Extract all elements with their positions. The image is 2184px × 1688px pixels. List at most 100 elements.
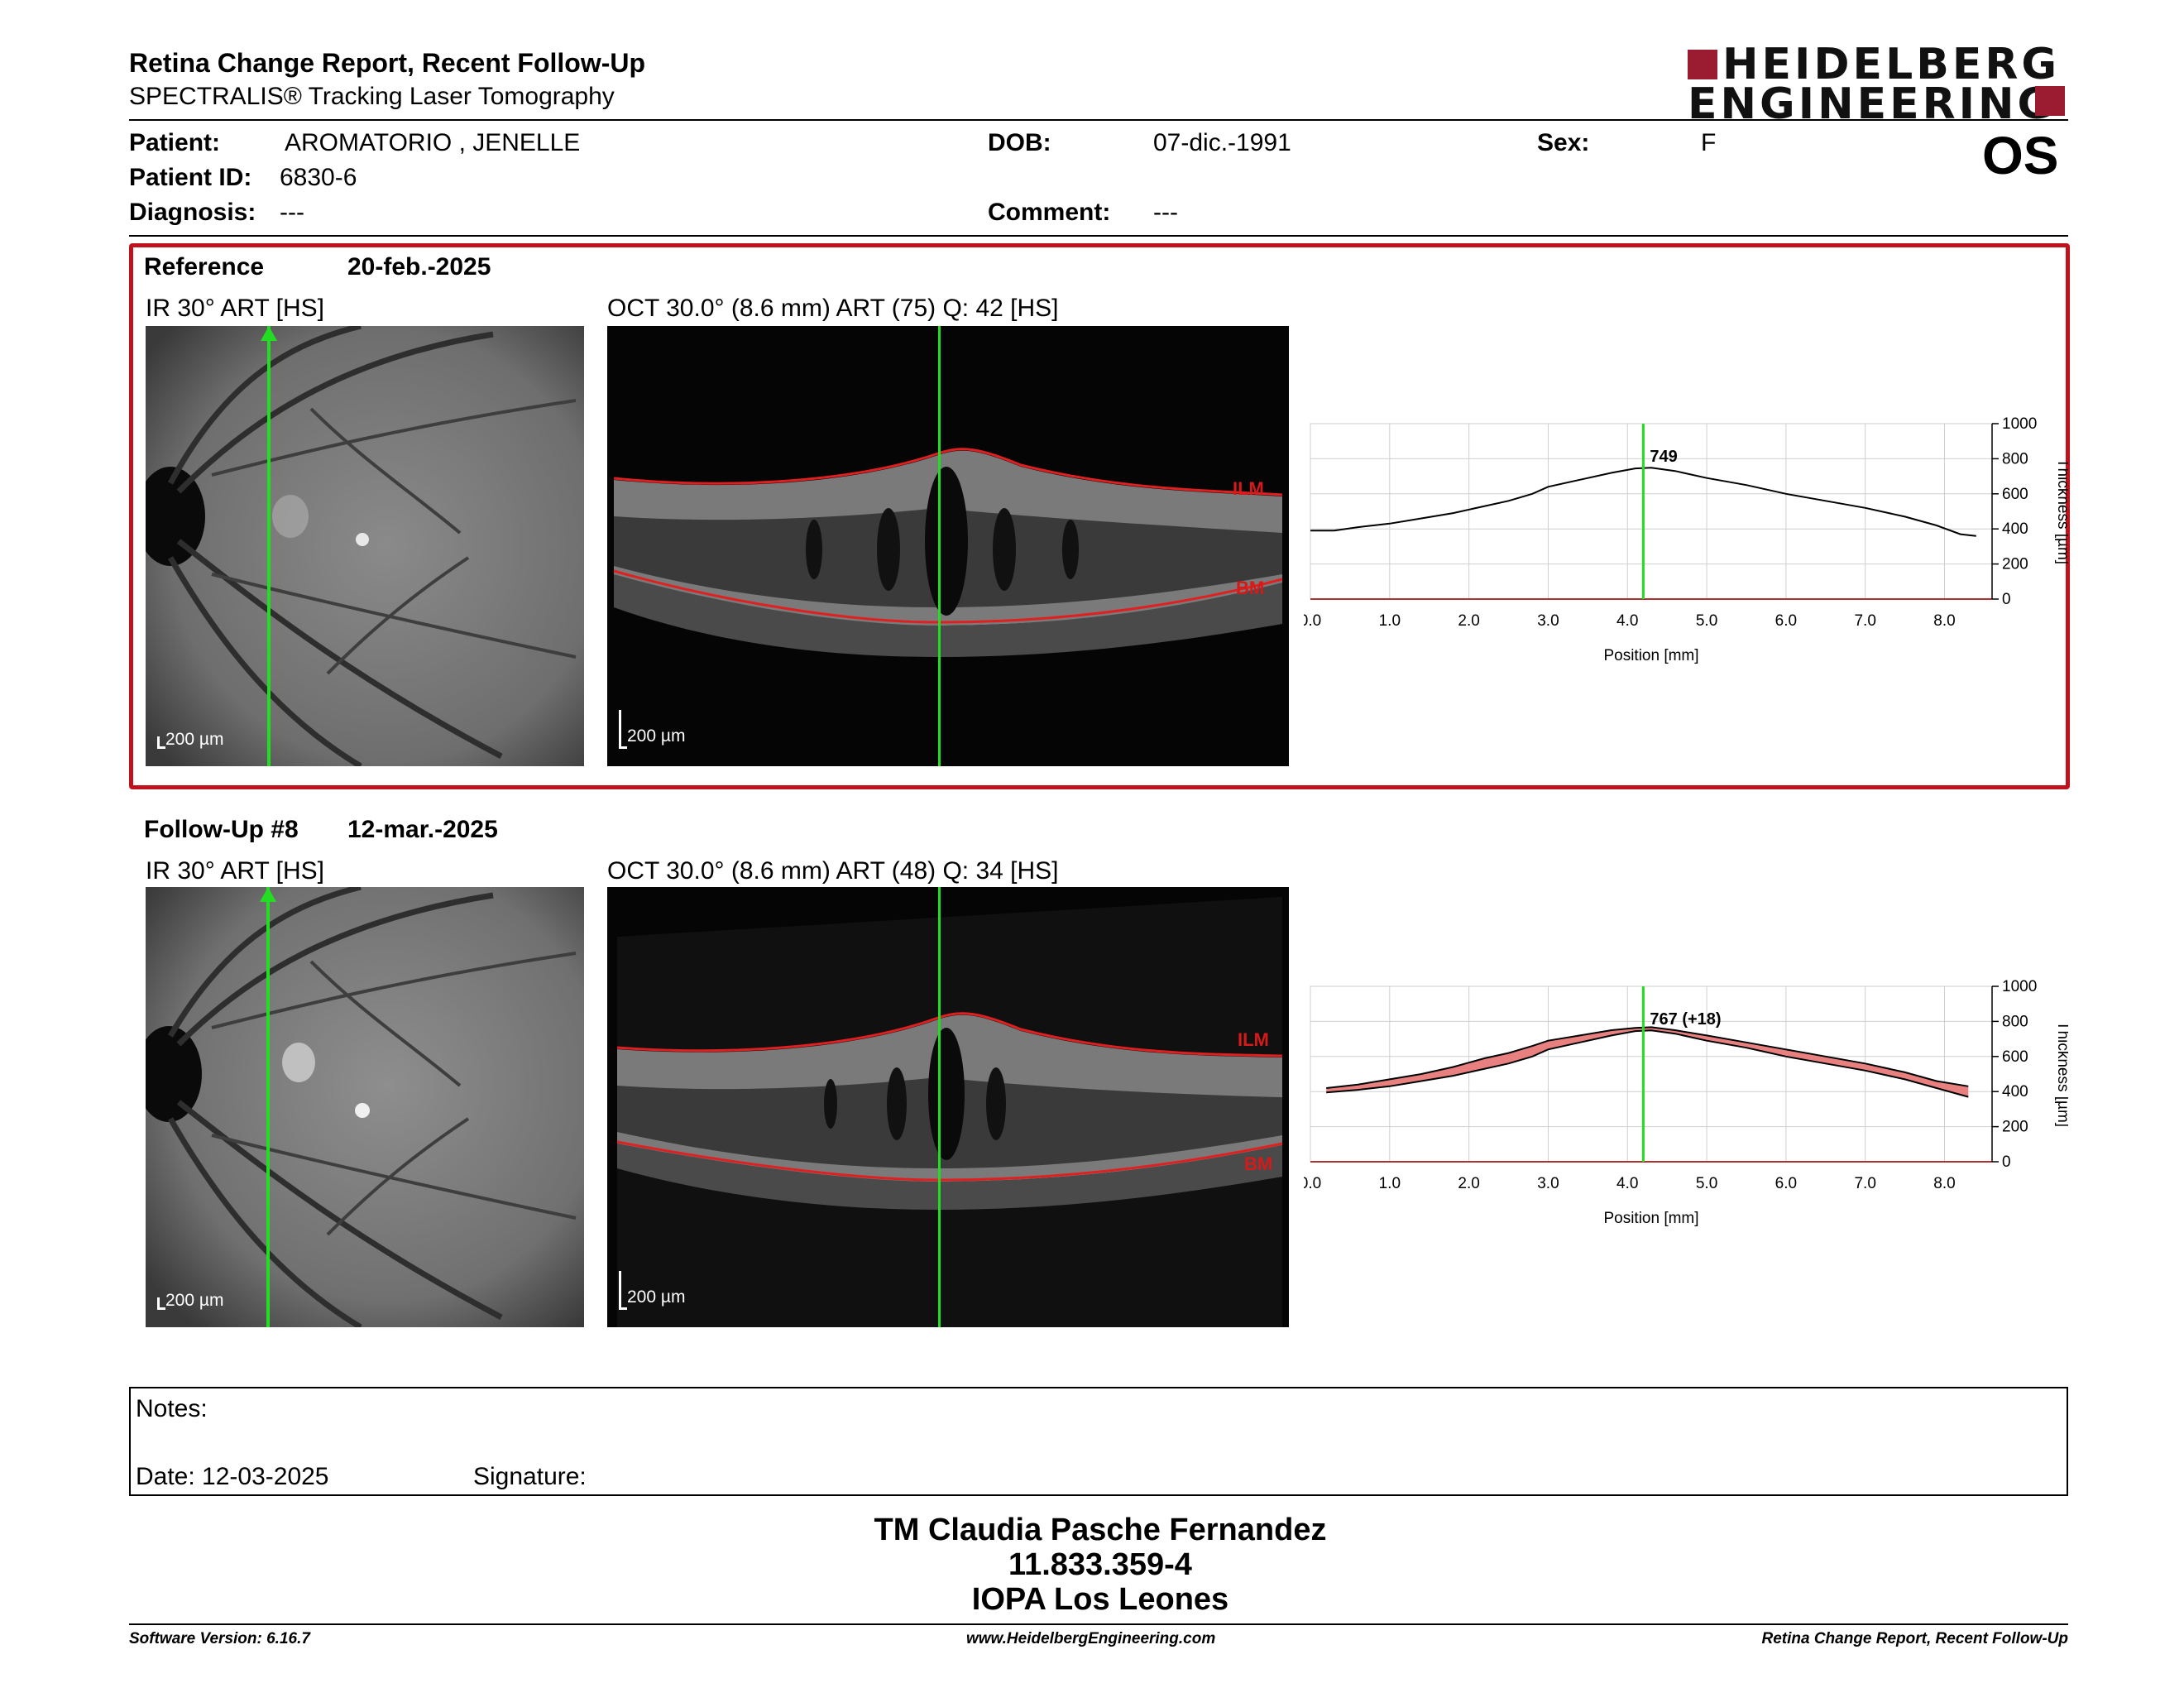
x-tick-label: 2.0 — [1458, 612, 1479, 630]
patient-name: AROMATORIO , JENELLE — [285, 129, 581, 156]
footer-report-name: Retina Change Report, Recent Follow-Up — [1761, 1630, 2068, 1647]
dob-value: 07-dic.-1991 — [1153, 129, 1291, 156]
thickness-line-1 — [1326, 1029, 1969, 1098]
reference-ir-scale: 200 µm — [165, 730, 224, 749]
thickness-line-0 — [1326, 1026, 1969, 1089]
y-tick-label: 800 — [2002, 450, 2028, 468]
x-tick-label: 0.0 — [1304, 1175, 1321, 1192]
reference-ir-fundus-image[interactable]: 200 µm — [146, 326, 584, 766]
operator-place: IOPA Los Leones — [971, 1582, 1229, 1617]
x-axis-label: Position [mm] — [1603, 1210, 1698, 1227]
footer-divider — [129, 1623, 2068, 1625]
x-tick-label: 7.0 — [1854, 1175, 1875, 1192]
followup-oct-title: OCT 30.0° (8.6 mm) ART (48) Q: 34 [HS] — [607, 857, 1059, 885]
reference-thickness-chart: 0.0 1.0 2.0 3.0 4.0 5.0 6.0 7.0 8.0 0 200 400 600 800… — [1300, 414, 2071, 679]
followup-label: Follow-Up #8 — [144, 816, 299, 843]
y-tick-label: 200 — [2002, 1119, 2028, 1136]
software-version: Software Version: 6.16.7 — [129, 1630, 310, 1647]
x-tick-label: 4.0 — [1616, 1175, 1638, 1192]
followup-oct-scale: 200 µm — [627, 1288, 686, 1307]
x-tick-label: 2.0 — [1458, 1175, 1479, 1192]
y-axis-label: Thickness [µm] — [2054, 1021, 2068, 1127]
x-tick-label: 3.0 — [1537, 1175, 1559, 1192]
followup-date: 12-mar.-2025 — [347, 816, 498, 843]
followup-oct-position-line — [938, 887, 941, 1327]
x-axis-label: Position [mm] — [1603, 647, 1698, 664]
diagnosis-value: --- — [280, 199, 304, 226]
x-tick-label: 8.0 — [1933, 612, 1955, 630]
reference-bm-label: BM — [1236, 578, 1265, 598]
y-axis-label: Thickness [µm] — [2054, 458, 2068, 564]
dob-label: DOB: — [988, 129, 1051, 156]
logo-line-1: HEIDELBERG — [1722, 40, 2061, 89]
x-tick-label: 5.0 — [1696, 1175, 1717, 1192]
thickness-change-area — [1326, 1027, 1969, 1097]
logo-line-2: ENGINEERING — [1688, 79, 2057, 129]
report-title: Retina Change Report, Recent Follow-Up — [129, 48, 646, 78]
reference-ir-title: IR 30° ART [HS] — [146, 295, 324, 322]
arrow-up-icon — [260, 887, 276, 902]
y-tick-label: 400 — [2002, 520, 2028, 538]
eye-indicator: OS — [1982, 126, 2059, 185]
x-tick-label: 5.0 — [1696, 612, 1717, 630]
thickness-line-0 — [1310, 467, 1976, 537]
notes-date: Date: 12-03-2025 — [136, 1463, 329, 1490]
x-tick-label: 4.0 — [1616, 612, 1638, 630]
y-tick-label: 400 — [2002, 1083, 2028, 1101]
followup-thickness-plot: 0.0 1.0 2.0 3.0 4.0 5.0 6.0 7.0 8.0 0 200 400 600 800… — [1300, 978, 2071, 1227]
diagnosis-label: Diagnosis: — [129, 199, 256, 226]
comment-label: Comment: — [988, 199, 1111, 226]
notes-box[interactable]: Notes: Date: 12-03-2025 Signature: — [129, 1387, 2068, 1496]
marker-value-label: 749 — [1650, 448, 1677, 466]
sex-label: Sex: — [1537, 129, 1590, 156]
comment-value: --- — [1153, 199, 1178, 226]
patient-divider — [129, 235, 2068, 237]
followup-ilm-label: ILM — [1238, 1029, 1269, 1050]
reference-label: Reference — [144, 253, 265, 281]
x-tick-label: 1.0 — [1379, 1175, 1401, 1192]
header-divider — [129, 119, 2068, 121]
report-subtitle: SPECTRALIS® Tracking Laser Tomography — [129, 83, 615, 110]
x-tick-label: 8.0 — [1933, 1175, 1955, 1192]
reference-date: 20-feb.-2025 — [347, 253, 491, 281]
y-tick-label: 0 — [2002, 1153, 2011, 1171]
y-tick-label: 600 — [2002, 1048, 2028, 1066]
followup-scan-line — [266, 887, 270, 1327]
patient-label: Patient: — [129, 129, 221, 156]
followup-bm-label: BM — [1244, 1153, 1273, 1174]
y-tick-label: 1000 — [2002, 978, 2037, 995]
reference-scan-line — [267, 326, 271, 766]
y-tick-label: 0 — [2002, 591, 2011, 608]
x-tick-label: 3.0 — [1537, 612, 1559, 630]
notes-label: Notes: — [136, 1395, 208, 1422]
website-link[interactable]: www.HeidelbergEngineering.com — [966, 1630, 1216, 1647]
signature-label: Signature: — [473, 1463, 587, 1490]
y-tick-label: 200 — [2002, 556, 2028, 573]
followup-thickness-chart: 0.0 1.0 2.0 3.0 4.0 5.0 6.0 7.0 8.0 0 200 400 600 800… — [1300, 976, 2071, 1241]
sex-value: F — [1701, 129, 1717, 156]
x-tick-label: 6.0 — [1775, 1175, 1797, 1192]
followup-ir-scale: 200 µm — [165, 1291, 224, 1310]
reference-thickness-plot: 0.0 1.0 2.0 3.0 4.0 5.0 6.0 7.0 8.0 0 200 400 600 800… — [1300, 415, 2071, 664]
reference-ilm-label: ILM — [1233, 478, 1264, 499]
followup-ir-title: IR 30° ART [HS] — [146, 857, 324, 885]
x-tick-label: 1.0 — [1379, 612, 1401, 630]
patient-id-label: Patient ID: — [129, 164, 252, 191]
x-tick-label: 0.0 — [1304, 612, 1321, 630]
reference-oct-position-line — [938, 326, 941, 766]
reference-oct-bscan-image[interactable]: ILM BM 200 µm — [607, 326, 1289, 766]
y-tick-label: 600 — [2002, 486, 2028, 503]
followup-ir-fundus-image[interactable]: 200 µm — [146, 887, 584, 1327]
reference-frame — [129, 243, 2070, 789]
marker-value-label: 767 (+18) — [1650, 1010, 1721, 1029]
x-tick-label: 6.0 — [1775, 612, 1797, 630]
operator-id: 11.833.359-4 — [1008, 1547, 1192, 1582]
arrow-up-icon — [261, 326, 277, 341]
operator-name: TM Claudia Pasche Fernandez — [874, 1513, 1327, 1547]
y-tick-label: 800 — [2002, 1013, 2028, 1030]
patient-id-value: 6830-6 — [280, 164, 357, 191]
operator-block: TM Claudia Pasche Fernandez 11.833.359-4… — [0, 1513, 2184, 1617]
reference-oct-title: OCT 30.0° (8.6 mm) ART (75) Q: 42 [HS] — [607, 295, 1059, 322]
x-tick-label: 7.0 — [1854, 612, 1875, 630]
followup-oct-bscan-image[interactable]: ILM BM 200 µm — [607, 887, 1289, 1327]
